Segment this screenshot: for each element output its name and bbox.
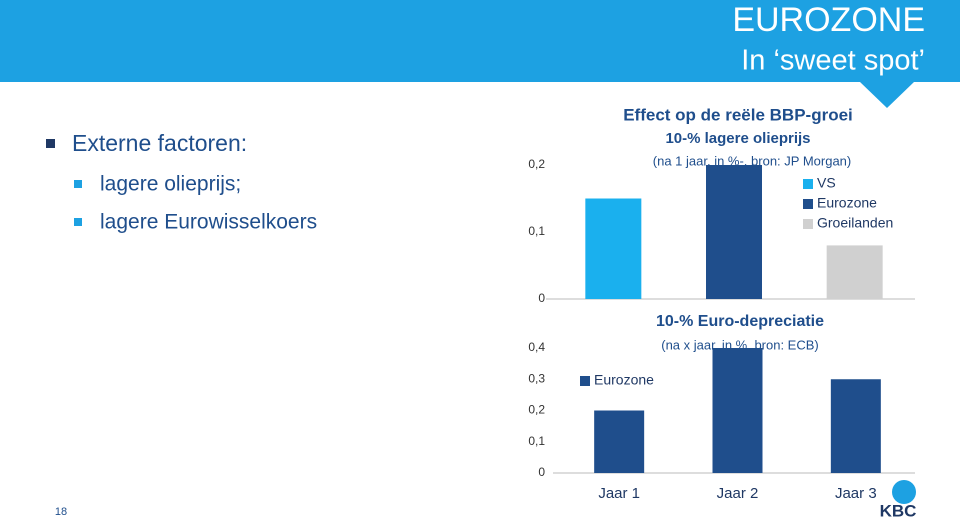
bullet [46,139,55,148]
legend-swatch [580,376,590,386]
x-tick-label: Jaar 3 [835,485,877,502]
chart-heading: Effect op de reële BBP-groei [623,105,853,124]
banner-pointer [860,82,914,108]
bar [830,379,881,473]
legend-label: VS [817,175,836,191]
logo: KBC [880,480,917,520]
legend-label: Eurozone [594,372,654,388]
bar [826,245,883,299]
x-tick-label: Jaar 2 [717,485,759,502]
banner-title: EUROZONE [732,1,925,39]
legend-swatch [803,219,813,229]
y-tick-label: 0,1 [528,224,545,238]
legend-label: Eurozone [817,195,877,211]
chart-subtitle: (na x jaar, in %, bron: ECB) [661,337,819,352]
y-tick-label: 0,2 [528,403,545,417]
y-tick-label: 0,2 [528,157,545,171]
y-tick-label: 0 [538,465,545,479]
page-number: 18 [55,506,67,518]
bar [712,348,763,473]
bar [706,165,762,299]
chart-note: (na 1 jaar, in %-, bron: JP Morgan) [653,153,851,168]
y-tick-label: 0,3 [528,371,545,385]
bar [585,198,642,299]
x-tick-label: Jaar 1 [598,485,640,502]
legend-swatch [803,179,813,189]
bullet-item: lagere olieprijs; [100,173,241,196]
chart-subtitle: 10-% lagere olieprijs [665,130,810,147]
logo-circle [892,480,916,504]
bullet [74,218,82,226]
y-tick-label: 0 [538,291,545,305]
bullet-heading: Externe factoren: [72,130,247,156]
y-tick-label: 0,4 [528,340,545,354]
logo-text: KBC [880,501,917,520]
legend-label: Groeilanden [817,215,893,231]
bullet-item: lagere Eurowisselkoers [100,211,317,234]
y-tick-label: 0,1 [528,434,545,448]
chart-title: 10-% Euro-depreciatie [656,313,824,330]
legend-swatch [803,199,813,209]
banner [0,0,960,82]
bullet [74,180,82,188]
bar [594,410,645,473]
banner-subtitle: In ‘sweet spot’ [741,45,925,77]
